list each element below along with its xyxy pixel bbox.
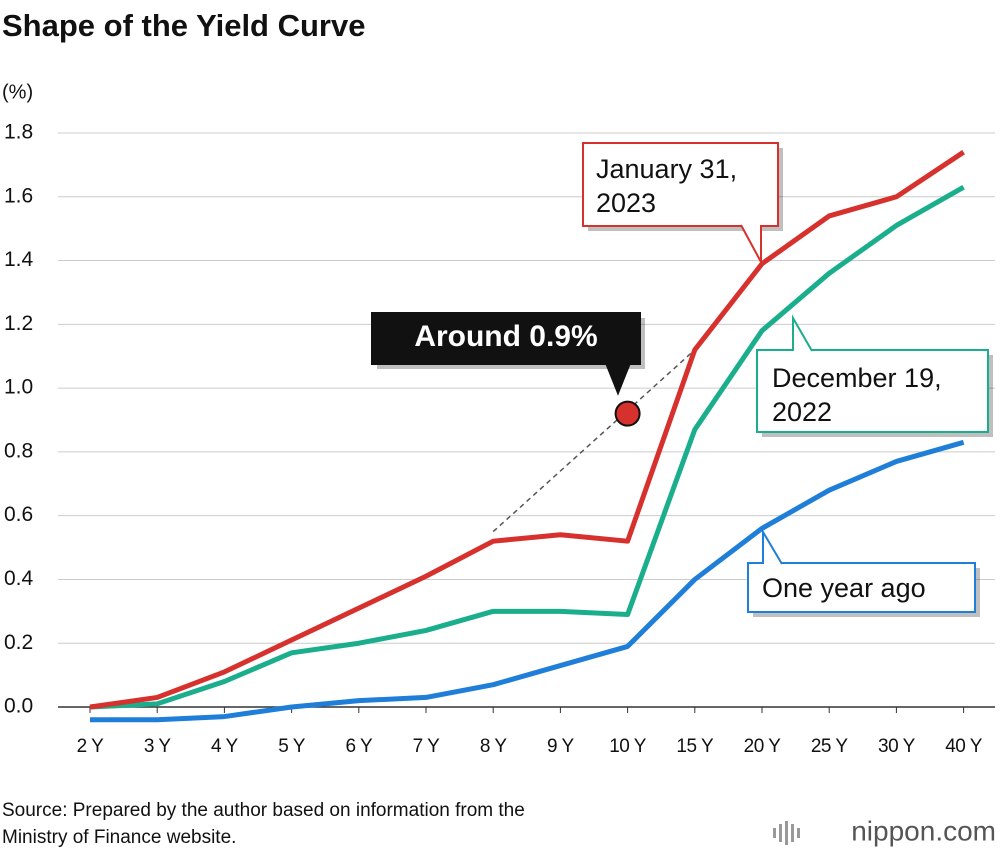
callout-tail-edge	[762, 528, 783, 565]
series-label: One year ago	[762, 573, 926, 603]
y-unit: (%)	[2, 81, 33, 103]
annotation-label: Around 0.9%	[414, 320, 598, 353]
y-tick-label: 0.8	[4, 439, 33, 462]
x-tick-label: 7 Y	[413, 736, 441, 757]
annotation-point	[614, 400, 641, 427]
x-tick-label: 9 Y	[547, 736, 575, 757]
y-tick-label: 0.6	[4, 503, 33, 526]
callout-tail	[606, 363, 630, 393]
y-tick-label: 1.2	[4, 312, 33, 335]
x-tick-label: 8 Y	[480, 736, 508, 757]
chart-title: Shape of the Yield Curve	[2, 8, 365, 43]
series-label: January 31, 2023	[596, 154, 738, 218]
y-tick-label: 0.4	[4, 567, 34, 590]
series-line	[89, 185, 965, 710]
x-tick-label: 40 Y	[945, 736, 983, 757]
source: Ministry of Finance website.	[2, 827, 236, 848]
x-tick-label: 30 Y	[878, 736, 916, 757]
x-tick-label: 15 Y	[676, 736, 714, 757]
y-tick-label: 1.6	[4, 184, 33, 207]
logo: nippon.com	[851, 815, 996, 846]
callout-box	[582, 142, 779, 227]
callout-box	[747, 562, 976, 613]
y-tick-label: 0.0	[4, 695, 33, 718]
callout-box	[371, 312, 641, 365]
series-line	[90, 439, 965, 723]
callout-tail-edge	[792, 314, 813, 352]
y-tick-label: 1.0	[4, 376, 33, 399]
y-tick-label: 1.4	[4, 248, 34, 271]
y-tick-label: 0.2	[4, 631, 33, 654]
x-tick-label: 20 Y	[744, 736, 782, 757]
x-tick-label: 6 Y	[345, 736, 373, 757]
source: Source: Prepared by the author based on …	[2, 800, 525, 821]
x-tick-label: 3 Y	[144, 736, 172, 757]
y-tick-label: 1.8	[4, 121, 33, 144]
series-line	[89, 150, 965, 710]
series-label: December 19, 2022	[772, 363, 942, 427]
callout-tail-edge	[740, 224, 762, 263]
trend-line	[492, 349, 696, 533]
x-tick-label: 4 Y	[211, 736, 239, 757]
x-tick-label: 10 Y	[609, 736, 647, 757]
callout-box	[756, 349, 989, 433]
x-tick-label: 25 Y	[811, 736, 849, 757]
logo-icon	[773, 821, 800, 845]
callout-tail-edge	[605, 362, 631, 396]
x-tick-label: 5 Y	[278, 736, 306, 757]
x-tick-label: 2 Y	[77, 736, 105, 757]
